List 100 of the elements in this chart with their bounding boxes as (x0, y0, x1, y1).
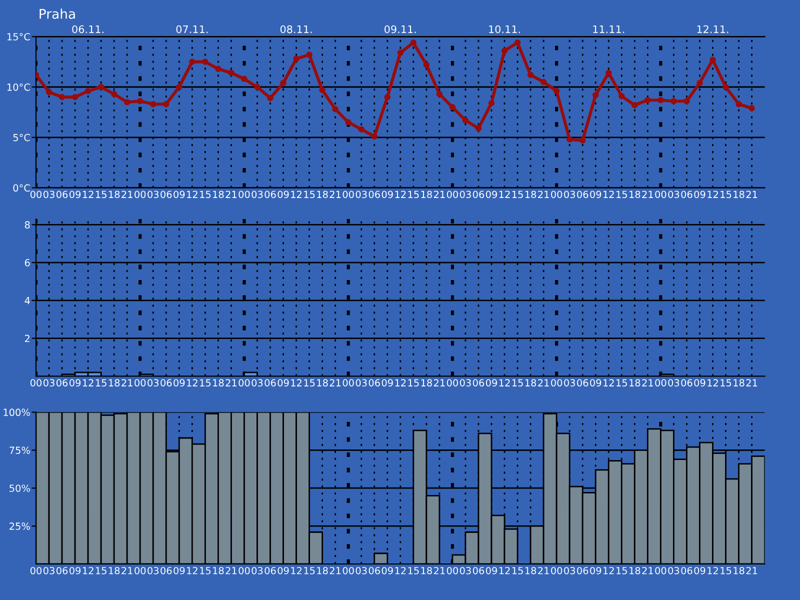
y-tick-label: 4 (24, 297, 30, 304)
x-tick-label: 18 (421, 379, 432, 387)
x-tick-label: 09 (174, 190, 185, 198)
x-tick-label: 09 (694, 566, 706, 574)
x-tick-label: 21 (434, 190, 445, 198)
point (397, 50, 404, 56)
x-tick-label: 06 (472, 566, 484, 574)
x-tick-label: 18 (108, 190, 120, 198)
x-tick-label: 00 (238, 190, 250, 198)
x-tick-label: 15 (720, 567, 732, 574)
point (527, 72, 534, 78)
x-tick-label: 03 (43, 379, 54, 387)
x-tick-label: 21 (122, 190, 132, 198)
point (110, 90, 118, 98)
point (592, 92, 599, 98)
point (319, 86, 326, 94)
x-tick-label: 15 (512, 567, 523, 574)
x-tick-label: 21 (434, 379, 445, 386)
y-tick-label: 75% (10, 446, 30, 454)
x-tick-label: 09 (174, 379, 185, 387)
point (579, 137, 586, 144)
x-tick-label: 21 (434, 566, 445, 574)
x-tick-label: 09 (278, 190, 289, 198)
x2-tick-label: 10.11. (489, 25, 520, 34)
x-tick-label: 12 (82, 190, 94, 198)
x-tick-label: 06 (472, 379, 484, 387)
x-tick-label: 15 (616, 567, 627, 574)
x-tick-label: 00 (446, 190, 458, 198)
x-tick-label: 15 (304, 567, 315, 574)
x-tick-label: 09 (486, 190, 497, 198)
x-tick-label: 09 (278, 379, 289, 387)
point (696, 80, 703, 86)
x-tick-label: 12 (708, 566, 718, 574)
x-tick-label: 18 (525, 190, 536, 198)
point (488, 100, 495, 106)
x-tick-label: 03 (148, 190, 159, 198)
x-tick-label: 09 (486, 566, 497, 574)
x-tick-label: 06 (681, 190, 692, 198)
x-tick-label: 12 (604, 379, 614, 386)
x-tick-label: 00 (551, 566, 562, 574)
x-tick-label: 09 (694, 190, 706, 198)
x-tick-label: 03 (43, 190, 54, 198)
x-tick-label: 21 (746, 566, 758, 574)
point (228, 70, 234, 76)
x-tick-label: 06 (160, 566, 172, 574)
x-tick-label: 06 (368, 190, 380, 198)
x-tick-label: 00 (30, 190, 42, 198)
y-tick-label: 5°C (13, 134, 30, 142)
x-tick-label: 00 (342, 566, 354, 574)
x-tick-label: 06 (577, 566, 588, 574)
x-tick-label: 03 (356, 190, 367, 198)
x-tick-label: 15 (96, 379, 106, 387)
x-tick-label: 03 (460, 190, 471, 198)
x-tick-label: 15 (512, 190, 523, 198)
x-tick-label: 00 (446, 379, 458, 387)
x-tick-label: 00 (30, 379, 42, 387)
x-tick-label: 00 (134, 379, 146, 387)
x-tick-label: 21 (642, 566, 653, 574)
x-tick-label: 03 (252, 379, 263, 387)
x-tick-label: 06 (577, 190, 588, 198)
x-tick-label: 15 (616, 379, 627, 387)
x2-tick-label: 08.11. (280, 25, 312, 34)
chart-title: Praha (40, 8, 75, 19)
x-tick-label: 12 (604, 190, 614, 198)
point (423, 62, 430, 68)
y-tick-label: 15°C (7, 33, 30, 40)
x-tick-label: 18 (317, 566, 328, 574)
point (670, 98, 677, 104)
x-tick-label: 12 (291, 379, 302, 386)
x-tick-label: 06 (264, 566, 276, 574)
x-tick-label: 21 (330, 190, 341, 198)
x-tick-label: 09 (278, 566, 289, 574)
x-tick-label: 21 (538, 190, 549, 198)
x-tick-label: 03 (148, 379, 159, 387)
x-tick-label: 15 (408, 379, 419, 387)
x-tick-label: 15 (720, 190, 732, 198)
x2-tick-label: 07.11. (176, 25, 208, 34)
x2-tick-label: 09.11. (384, 25, 416, 34)
x-tick-label: 09 (382, 566, 393, 574)
x-tick-label: 21 (746, 379, 758, 386)
point (748, 105, 755, 112)
x2-tick-label: 12.11. (697, 25, 728, 34)
x-tick-label: 12 (499, 379, 510, 386)
x-tick-label: 12 (187, 190, 198, 198)
x-tick-label: 09 (590, 190, 602, 198)
point (501, 48, 508, 54)
x-tick-label: 12 (604, 566, 614, 574)
point (684, 98, 690, 104)
x-tick-label: 15 (96, 190, 106, 198)
x-tick-label: 03 (460, 566, 471, 574)
x-tick-label: 18 (421, 190, 432, 198)
x-tick-label: 12 (395, 379, 406, 386)
x-tick-label: 15 (512, 379, 523, 387)
x-tick-label: 06 (368, 566, 380, 574)
point (462, 117, 469, 124)
x-tick-label: 00 (30, 566, 42, 574)
x-tick-label: 18 (734, 566, 744, 574)
x-tick-label: 06 (368, 379, 380, 387)
x-tick-label: 12 (708, 379, 718, 386)
x-tick-label: 18 (734, 190, 744, 198)
